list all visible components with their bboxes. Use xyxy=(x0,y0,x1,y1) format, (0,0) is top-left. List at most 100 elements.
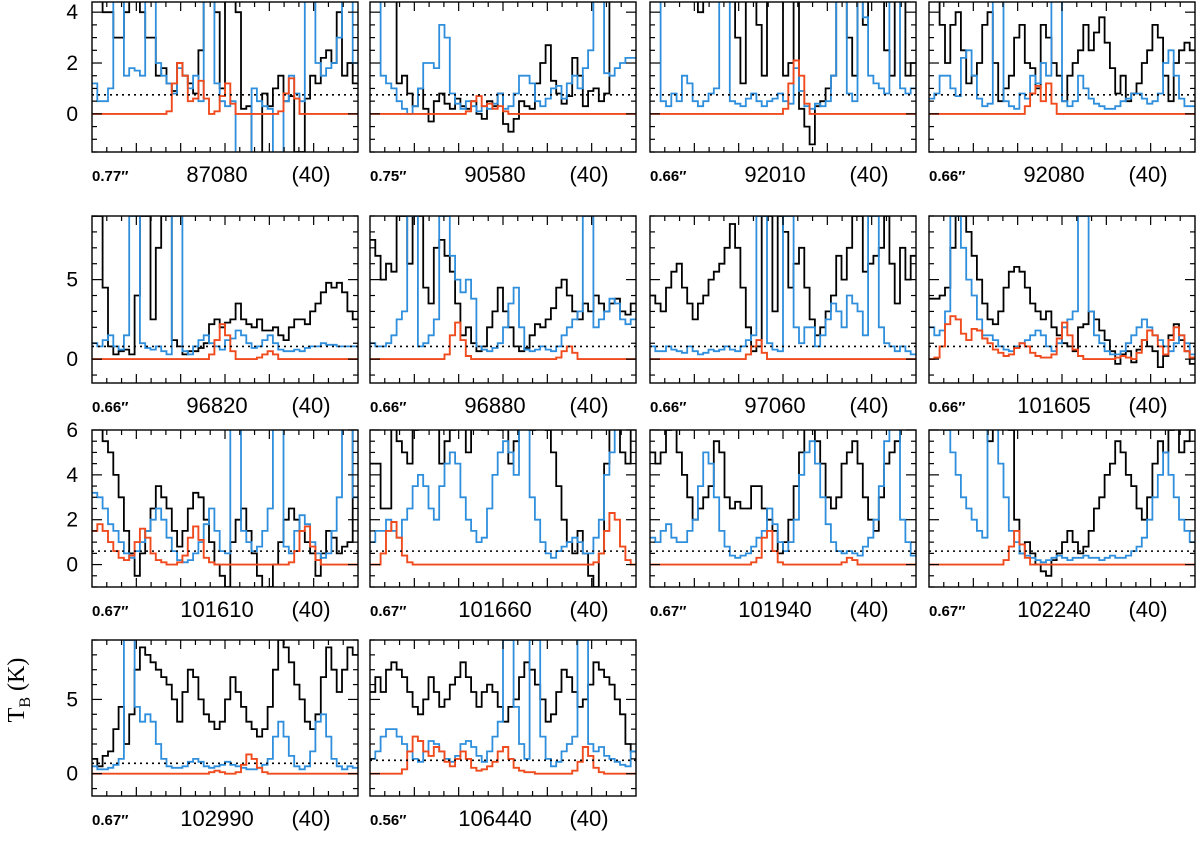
red-model-spectrum xyxy=(650,59,916,115)
beam-resolution-label: 0.67″ xyxy=(92,812,128,829)
channel-width-label: (40) xyxy=(1128,393,1167,418)
frequency-label: 101610 xyxy=(180,597,253,622)
blue-model-spectrum xyxy=(379,2,636,115)
plot-area xyxy=(370,640,636,775)
beam-resolution-label: 0.77″ xyxy=(92,168,128,185)
observed-spectrum xyxy=(92,640,358,768)
channel-width-label: (40) xyxy=(291,597,330,622)
channel-width-label: (40) xyxy=(849,162,888,187)
y-tick-label: 5 xyxy=(66,688,78,711)
y-tick-label: 6 xyxy=(66,419,78,442)
y-tick-label: 0 xyxy=(66,554,78,577)
y-tick-label: 0 xyxy=(66,348,78,371)
frequency-label: 87080 xyxy=(186,162,247,187)
panel-96820-4: 0 5 0.66″ 96820 (40) xyxy=(66,215,359,418)
beam-resolution-label: 0.56″ xyxy=(370,812,406,829)
y-tick-label: 4 xyxy=(66,464,78,487)
panel-97060-6: 0.66″ 97060 (40) xyxy=(649,215,917,418)
frequency-label: 106440 xyxy=(458,806,531,831)
panel-101605-7: 0.66″ 101605 (40) xyxy=(928,215,1196,418)
frequency-label: 101940 xyxy=(738,597,811,622)
panel-106440-13: 0.56″ 106440 (40) xyxy=(369,639,637,831)
frequency-label: 101605 xyxy=(1017,393,1090,418)
beam-resolution-label: 0.66″ xyxy=(370,399,406,416)
panel-101660-9: 0.67″ 101660 (40) xyxy=(369,429,637,622)
channel-width-label: (40) xyxy=(291,162,330,187)
blue-model-spectrum xyxy=(370,430,616,559)
beam-resolution-label: 0.66″ xyxy=(650,399,686,416)
plot-area xyxy=(650,216,916,361)
channel-width-label: (40) xyxy=(291,806,330,831)
y-tick-label: 4 xyxy=(66,1,78,24)
panel-102990-12: 0 5 0.67″ 102990 (40) xyxy=(66,639,359,831)
panel-frame xyxy=(928,215,1196,384)
channel-width-label: (40) xyxy=(569,162,608,187)
channel-width-label: (40) xyxy=(1128,162,1167,187)
blue-model-spectrum xyxy=(92,2,358,152)
blue-model-spectrum xyxy=(944,430,1195,564)
observed-spectrum xyxy=(101,2,358,152)
beam-resolution-label: 0.66″ xyxy=(929,168,965,185)
red-model-spectrum xyxy=(92,62,358,115)
blue-model-spectrum xyxy=(370,640,636,768)
red-model-spectrum xyxy=(929,315,1195,361)
channel-width-label: (40) xyxy=(291,393,330,418)
frequency-label: 90580 xyxy=(464,162,525,187)
beam-resolution-label: 0.66″ xyxy=(650,168,686,185)
frequency-label: 96880 xyxy=(464,393,525,418)
observed-spectrum xyxy=(370,430,632,587)
red-model-spectrum xyxy=(929,529,1195,566)
red-model-spectrum xyxy=(650,339,916,361)
panel-frame xyxy=(91,215,359,384)
blue-model-spectrum xyxy=(92,640,358,771)
plot-area xyxy=(92,216,358,361)
y-axis-label-unit: (K) xyxy=(4,658,30,691)
red-model-spectrum xyxy=(370,321,636,361)
panel-frame xyxy=(369,1,637,153)
observed-spectrum xyxy=(92,216,358,356)
beam-resolution-label: 0.66″ xyxy=(929,399,965,416)
plot-area xyxy=(92,2,358,152)
blue-model-spectrum xyxy=(659,2,916,110)
panel-92080-3: 0.66″ 92080 (40) xyxy=(928,1,1196,187)
plot-area xyxy=(370,430,636,587)
frequency-label: 101660 xyxy=(458,597,531,622)
panel-96880-5: 0.66″ 96880 (40) xyxy=(369,215,637,418)
y-axis-label: TB (K) xyxy=(4,658,34,723)
svg-text:TB(K): TB (K) xyxy=(4,658,34,723)
channel-width-label: (40) xyxy=(569,806,608,831)
observed-spectrum xyxy=(650,430,901,555)
frequency-label: 97060 xyxy=(744,393,805,418)
y-axis-label-main: T xyxy=(4,707,30,722)
panel-101610-8: 0 2 4 6 0.67″ 101610 (40) xyxy=(66,419,359,622)
y-tick-label: 2 xyxy=(66,52,78,75)
plot-area xyxy=(650,2,916,146)
blue-model-spectrum xyxy=(929,2,1195,110)
red-model-spectrum xyxy=(650,529,916,566)
red-model-spectrum xyxy=(92,323,358,361)
blue-model-spectrum xyxy=(650,430,916,559)
red-model-spectrum xyxy=(92,753,358,775)
beam-resolution-label: 0.66″ xyxy=(92,399,128,416)
plot-area xyxy=(92,430,358,587)
panel-87080-0: 0 2 4 0.77″ 87080 (40) xyxy=(66,1,359,187)
panel-102240-11: 0.67″ 102240 (40) xyxy=(928,429,1196,622)
channel-width-label: (40) xyxy=(569,393,608,418)
blue-model-spectrum xyxy=(92,216,358,356)
plot-area xyxy=(370,216,636,361)
panel-92010-2: 0.66″ 92010 (40) xyxy=(649,1,917,187)
plot-area xyxy=(929,430,1195,577)
red-model-spectrum xyxy=(370,512,636,566)
red-model-spectrum xyxy=(370,735,636,775)
frequency-label: 92080 xyxy=(1023,162,1084,187)
blue-model-spectrum xyxy=(370,216,636,353)
y-tick-label: 0 xyxy=(66,103,78,126)
beam-resolution-label: 0.75″ xyxy=(370,168,406,185)
beam-resolution-label: 0.67″ xyxy=(929,603,965,620)
channel-width-label: (40) xyxy=(849,597,888,622)
red-model-spectrum xyxy=(92,523,358,566)
plot-area xyxy=(92,640,358,775)
plot-area xyxy=(650,430,916,566)
plot-area xyxy=(929,2,1195,115)
